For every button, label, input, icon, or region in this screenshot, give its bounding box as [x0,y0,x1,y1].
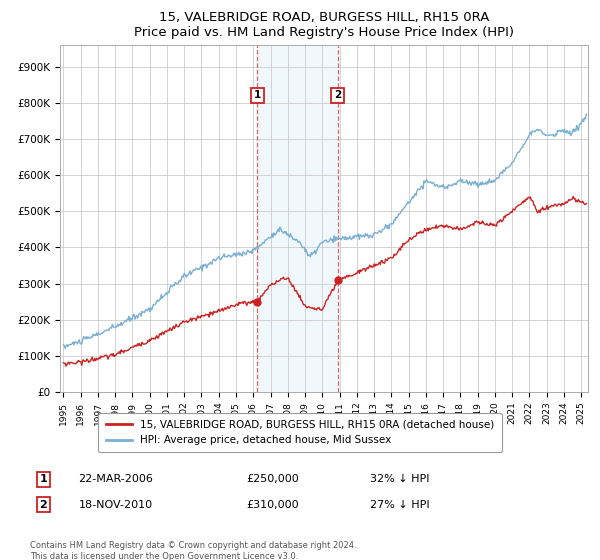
Bar [257,45,338,392]
Text: 2: 2 [334,90,341,100]
Text: 32% ↓ HPI: 32% ↓ HPI [370,474,430,484]
Legend: 15, VALEBRIDGE ROAD, BURGESS HILL, RH15 0RA (detached house), HPI: Average price: 15, VALEBRIDGE ROAD, BURGESS HILL, RH15 … [98,413,502,452]
Text: 1: 1 [40,474,47,484]
Text: 18-NOV-2010: 18-NOV-2010 [79,500,153,510]
Text: Contains HM Land Registry data © Crown copyright and database right 2024.
This d: Contains HM Land Registry data © Crown c… [30,541,356,560]
Text: £310,000: £310,000 [246,500,299,510]
Text: 27% ↓ HPI: 27% ↓ HPI [370,500,430,510]
Text: 22-MAR-2006: 22-MAR-2006 [79,474,154,484]
Text: £250,000: £250,000 [246,474,299,484]
Title: 15, VALEBRIDGE ROAD, BURGESS HILL, RH15 0RA
Price paid vs. HM Land Registry's Ho: 15, VALEBRIDGE ROAD, BURGESS HILL, RH15 … [134,11,514,39]
Text: 1: 1 [253,90,260,100]
Text: 2: 2 [40,500,47,510]
